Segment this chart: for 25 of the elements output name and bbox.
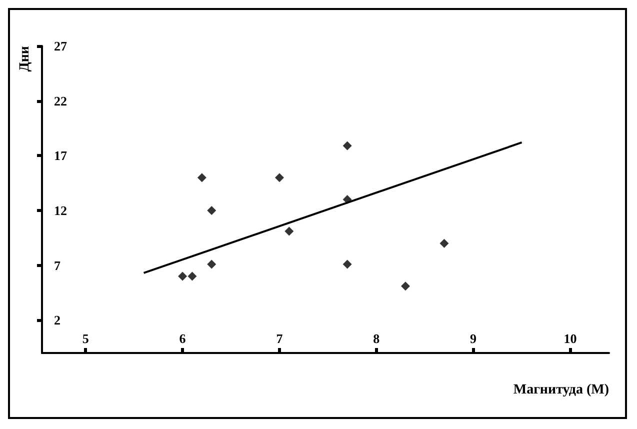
point bbox=[207, 206, 216, 215]
point bbox=[207, 260, 216, 269]
x-tick-label: 8 bbox=[373, 331, 380, 346]
y-tick-label: 27 bbox=[54, 38, 68, 54]
point bbox=[274, 173, 284, 182]
point bbox=[342, 141, 352, 150]
x-tick-label: 7 bbox=[276, 331, 284, 346]
y-tick-label: 12 bbox=[54, 202, 67, 218]
point bbox=[284, 226, 294, 236]
point bbox=[342, 260, 352, 269]
x-tick-label: 10 bbox=[564, 331, 577, 346]
y-tick-label: 22 bbox=[54, 93, 67, 108]
x-axis-title: Магнитуда (M) bbox=[513, 382, 610, 398]
y-tick-label: 2 bbox=[54, 312, 60, 328]
x-tick-label: 6 bbox=[179, 331, 186, 346]
x-tick-label: 5 bbox=[82, 331, 90, 346]
point bbox=[178, 272, 188, 281]
point bbox=[197, 173, 206, 182]
point bbox=[440, 238, 449, 248]
point bbox=[188, 272, 197, 281]
y-axis-title: Дни bbox=[18, 46, 32, 72]
point bbox=[400, 282, 410, 291]
y-tick-label: 7 bbox=[54, 258, 61, 273]
x-tick-label: 9 bbox=[470, 331, 478, 346]
y-tick-label: 17 bbox=[54, 148, 68, 164]
